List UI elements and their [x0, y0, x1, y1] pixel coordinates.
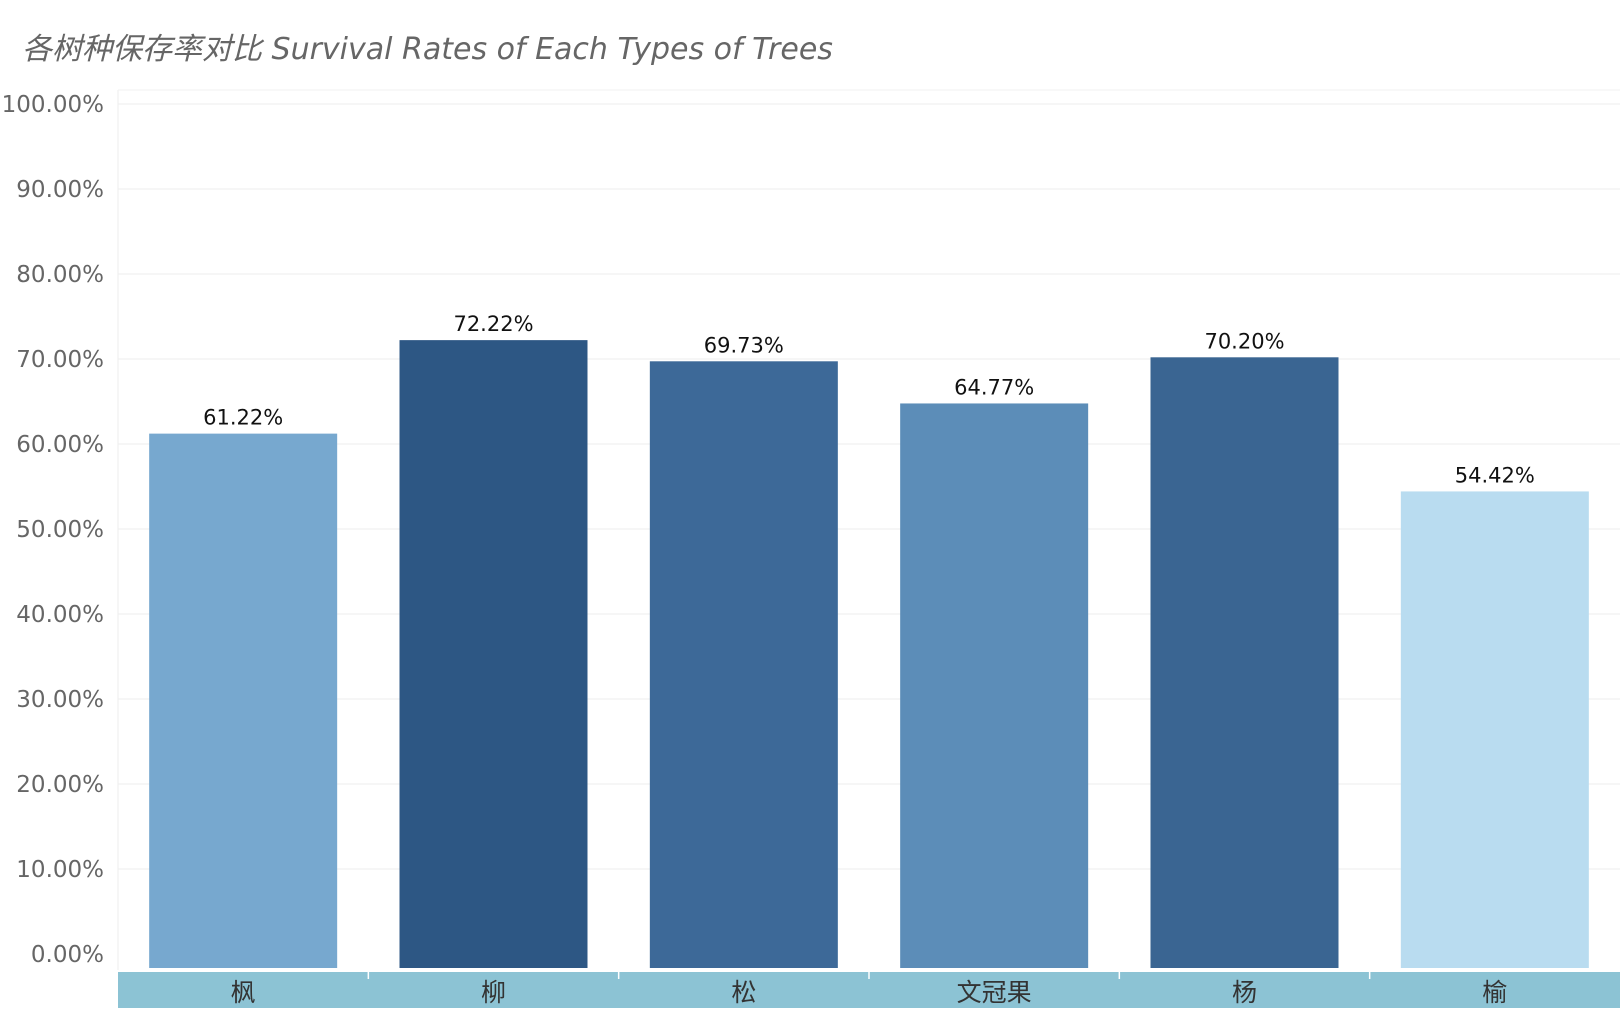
x-tick-label: 杨 [1232, 978, 1257, 1007]
x-tick-label: 榆 [1482, 978, 1507, 1007]
x-tick-label: 文冠果 [957, 978, 1032, 1007]
data-label: 54.42% [1455, 463, 1535, 487]
y-tick-label: 20.00% [16, 772, 104, 798]
y-tick-label: 100.00% [2, 92, 104, 118]
y-tick-label: 70.00% [16, 347, 104, 373]
y-tick-label: 80.00% [16, 262, 104, 288]
data-label: 72.22% [453, 312, 533, 336]
chart-title: 各树种保存率对比 Survival Rates of Each Types of… [22, 32, 833, 67]
bar [1400, 491, 1589, 968]
x-tick-label: 柳 [481, 978, 506, 1007]
data-label: 64.77% [954, 375, 1034, 399]
bar [900, 403, 1089, 969]
x-tick-label: 枫 [231, 978, 256, 1007]
data-label: 70.20% [1204, 329, 1284, 353]
bar [1150, 357, 1339, 968]
bar [399, 340, 588, 968]
y-tick-label: 0.00% [31, 942, 104, 968]
y-tick-label: 30.00% [16, 687, 104, 713]
data-label: 69.73% [704, 333, 784, 357]
y-tick-label: 60.00% [16, 432, 104, 458]
bar [149, 433, 338, 968]
y-tick-label: 40.00% [16, 602, 104, 628]
y-tick-label: 50.00% [16, 517, 104, 543]
y-tick-label: 90.00% [16, 177, 104, 203]
data-label: 61.22% [203, 406, 283, 430]
y-tick-label: 10.00% [16, 857, 104, 883]
bar [649, 361, 838, 968]
x-tick-label: 松 [731, 978, 756, 1007]
